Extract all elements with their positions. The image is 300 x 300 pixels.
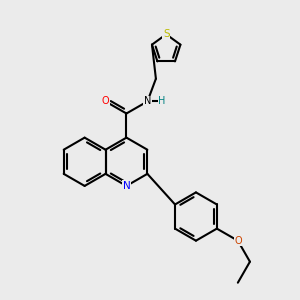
Text: N: N: [144, 96, 151, 106]
Text: H: H: [158, 96, 166, 106]
Text: O: O: [102, 96, 109, 106]
Text: S: S: [163, 29, 169, 39]
Text: N: N: [123, 181, 130, 191]
Text: O: O: [234, 236, 242, 246]
